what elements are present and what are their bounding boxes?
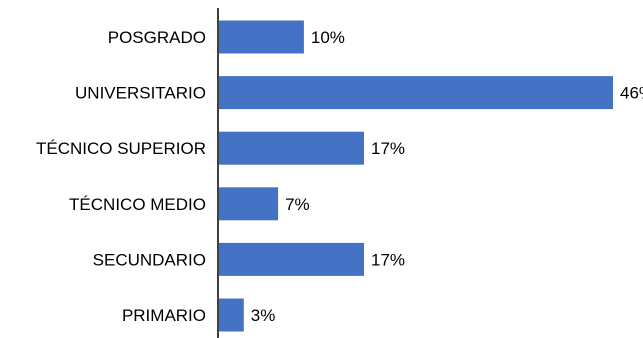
data-label-1: 46% xyxy=(620,84,643,103)
bar-0 xyxy=(218,20,304,54)
data-label-2: 17% xyxy=(371,139,405,158)
bar-2 xyxy=(218,131,364,165)
category-label-4: SECUNDARIO xyxy=(93,250,206,269)
data-labels-layer: 10% 46% 17% 7% 17% 3% xyxy=(251,28,643,325)
data-label-3: 7% xyxy=(285,195,310,214)
category-label-3: TÉCNICO MEDIO xyxy=(69,195,206,214)
category-labels-layer: POSGRADO UNIVERSITARIO TÉCNICO SUPERIOR TÉC… xyxy=(36,28,206,325)
data-label-5: 3% xyxy=(251,306,276,325)
bars-layer xyxy=(218,20,613,332)
bar-3 xyxy=(218,187,279,221)
category-label-5: PRIMARIO xyxy=(122,306,206,325)
data-label-0: 10% xyxy=(311,28,345,47)
bar-1 xyxy=(218,76,613,110)
category-label-1: UNIVERSITARIO xyxy=(75,84,206,103)
category-label-2: TÉCNICO SUPERIOR xyxy=(36,139,206,158)
category-label-0: POSGRADO xyxy=(108,28,206,47)
bar-4 xyxy=(218,242,364,276)
bar-5 xyxy=(218,298,244,332)
data-label-4: 17% xyxy=(371,250,405,269)
